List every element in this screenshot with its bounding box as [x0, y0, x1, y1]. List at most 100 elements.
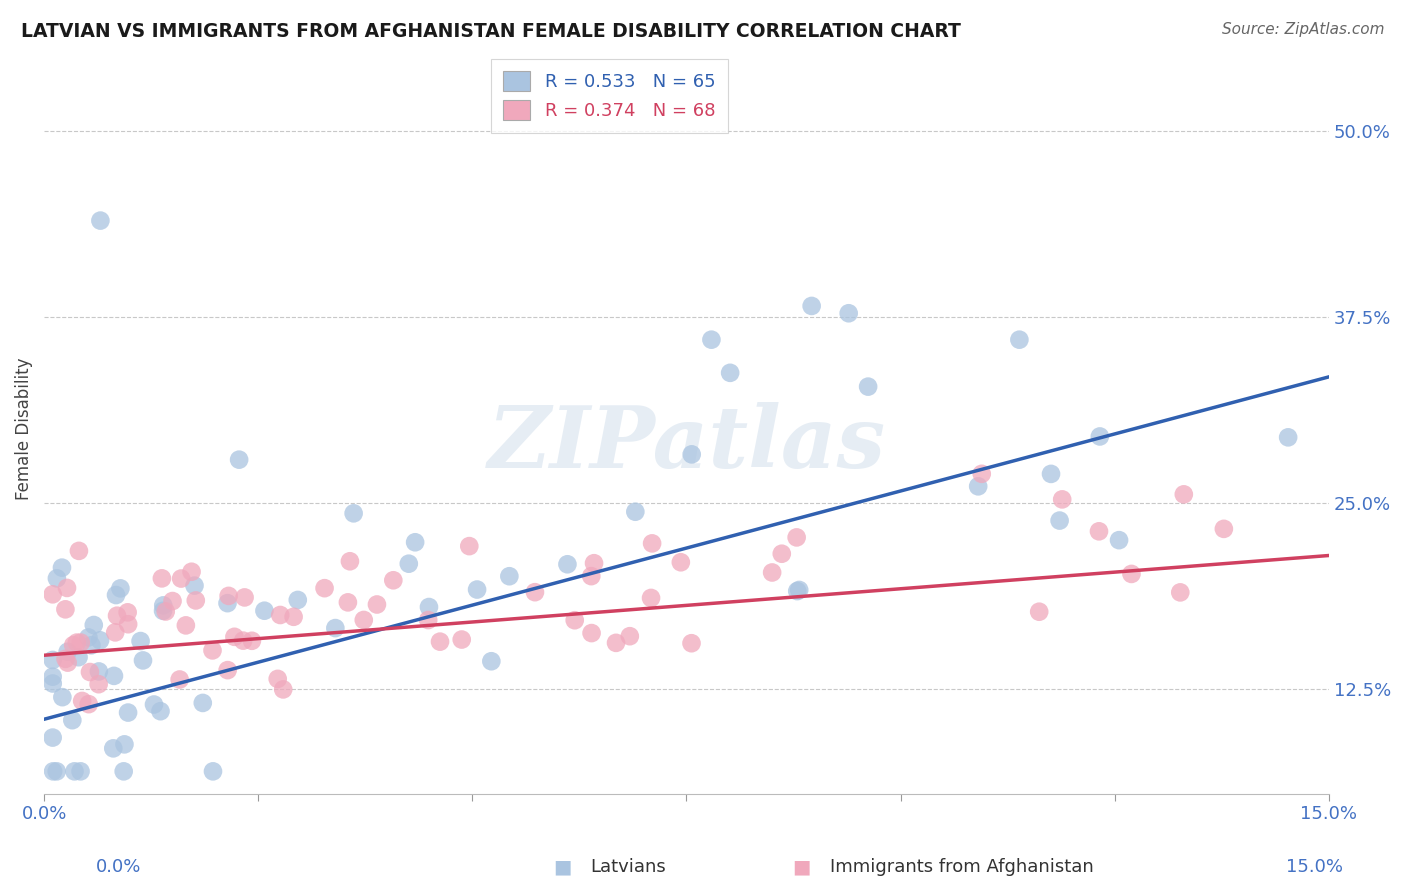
Point — [240, 633, 263, 648]
Point — [69, 764, 91, 779]
Point — [41, 653, 63, 667]
Point — [314, 581, 336, 595]
Point — [66, 635, 89, 649]
Point — [169, 673, 191, 687]
Point — [1212, 522, 1234, 536]
Text: ZIPatlas: ZIPatlas — [488, 401, 886, 485]
Point — [117, 605, 139, 619]
Point — [55, 602, 77, 616]
Point — [269, 607, 291, 622]
Point — [479, 654, 502, 668]
Point — [63, 764, 86, 779]
Point — [104, 625, 127, 640]
Point — [79, 665, 101, 679]
Point — [970, 467, 993, 481]
Point — [89, 633, 111, 648]
Point — [69, 635, 91, 649]
Point — [77, 631, 100, 645]
Point — [170, 572, 193, 586]
Point — [233, 591, 256, 605]
Point — [162, 594, 184, 608]
Point — [56, 645, 79, 659]
Point — [271, 682, 294, 697]
Point — [217, 663, 239, 677]
Point — [103, 741, 125, 756]
Text: ■: ■ — [792, 857, 811, 877]
Point — [67, 650, 90, 665]
Point — [60, 713, 83, 727]
Point — [67, 544, 90, 558]
Point — [398, 557, 420, 571]
Point — [450, 632, 472, 647]
Point — [149, 704, 172, 718]
Point — [343, 506, 366, 520]
Point — [382, 574, 405, 588]
Point — [787, 582, 810, 597]
Point — [83, 618, 105, 632]
Point — [325, 621, 347, 635]
Point — [114, 737, 136, 751]
Point — [180, 565, 202, 579]
Point — [287, 593, 309, 607]
Point — [41, 731, 63, 745]
Point — [218, 589, 240, 603]
Point — [45, 571, 67, 585]
Point — [51, 690, 73, 705]
Point — [87, 665, 110, 679]
Point — [581, 626, 603, 640]
Point — [640, 591, 662, 605]
Point — [838, 306, 860, 320]
Point — [183, 579, 205, 593]
Point — [228, 452, 250, 467]
Point — [1088, 524, 1111, 539]
Point — [1008, 333, 1031, 347]
Point — [786, 530, 808, 544]
Point — [283, 609, 305, 624]
Point — [339, 554, 361, 568]
Point — [103, 669, 125, 683]
Point — [1173, 487, 1195, 501]
Point — [418, 600, 440, 615]
Point — [55, 652, 77, 666]
Point — [217, 596, 239, 610]
Point — [253, 604, 276, 618]
Legend: R = 0.533   N = 65, R = 0.374   N = 68: R = 0.533 N = 65, R = 0.374 N = 68 — [491, 59, 728, 133]
Point — [184, 593, 207, 607]
Point — [70, 694, 93, 708]
Point — [404, 535, 426, 549]
Point — [353, 613, 375, 627]
Point — [641, 536, 664, 550]
Text: Source: ZipAtlas.com: Source: ZipAtlas.com — [1222, 22, 1385, 37]
Point — [232, 633, 254, 648]
Point — [191, 696, 214, 710]
Point — [557, 558, 579, 572]
Point — [174, 618, 197, 632]
Text: ■: ■ — [553, 857, 572, 877]
Point — [761, 566, 783, 580]
Point — [681, 447, 703, 461]
Point — [458, 539, 481, 553]
Point — [1168, 585, 1191, 599]
Point — [583, 556, 606, 570]
Point — [786, 584, 808, 599]
Point — [105, 588, 128, 602]
Point — [700, 333, 723, 347]
Point — [1049, 514, 1071, 528]
Text: LATVIAN VS IMMIGRANTS FROM AFGHANISTAN FEMALE DISABILITY CORRELATION CHART: LATVIAN VS IMMIGRANTS FROM AFGHANISTAN F… — [21, 22, 960, 41]
Point — [45, 764, 67, 779]
Point — [117, 617, 139, 632]
Point — [41, 587, 63, 601]
Point — [201, 764, 224, 779]
Point — [619, 629, 641, 643]
Point — [117, 706, 139, 720]
Point — [465, 582, 488, 597]
Point — [51, 560, 73, 574]
Point — [800, 299, 823, 313]
Point — [42, 676, 65, 690]
Point — [856, 379, 879, 393]
Point — [201, 643, 224, 657]
Point — [80, 638, 103, 652]
Point — [110, 582, 132, 596]
Point — [56, 656, 79, 670]
Text: Latvians: Latvians — [591, 858, 666, 876]
